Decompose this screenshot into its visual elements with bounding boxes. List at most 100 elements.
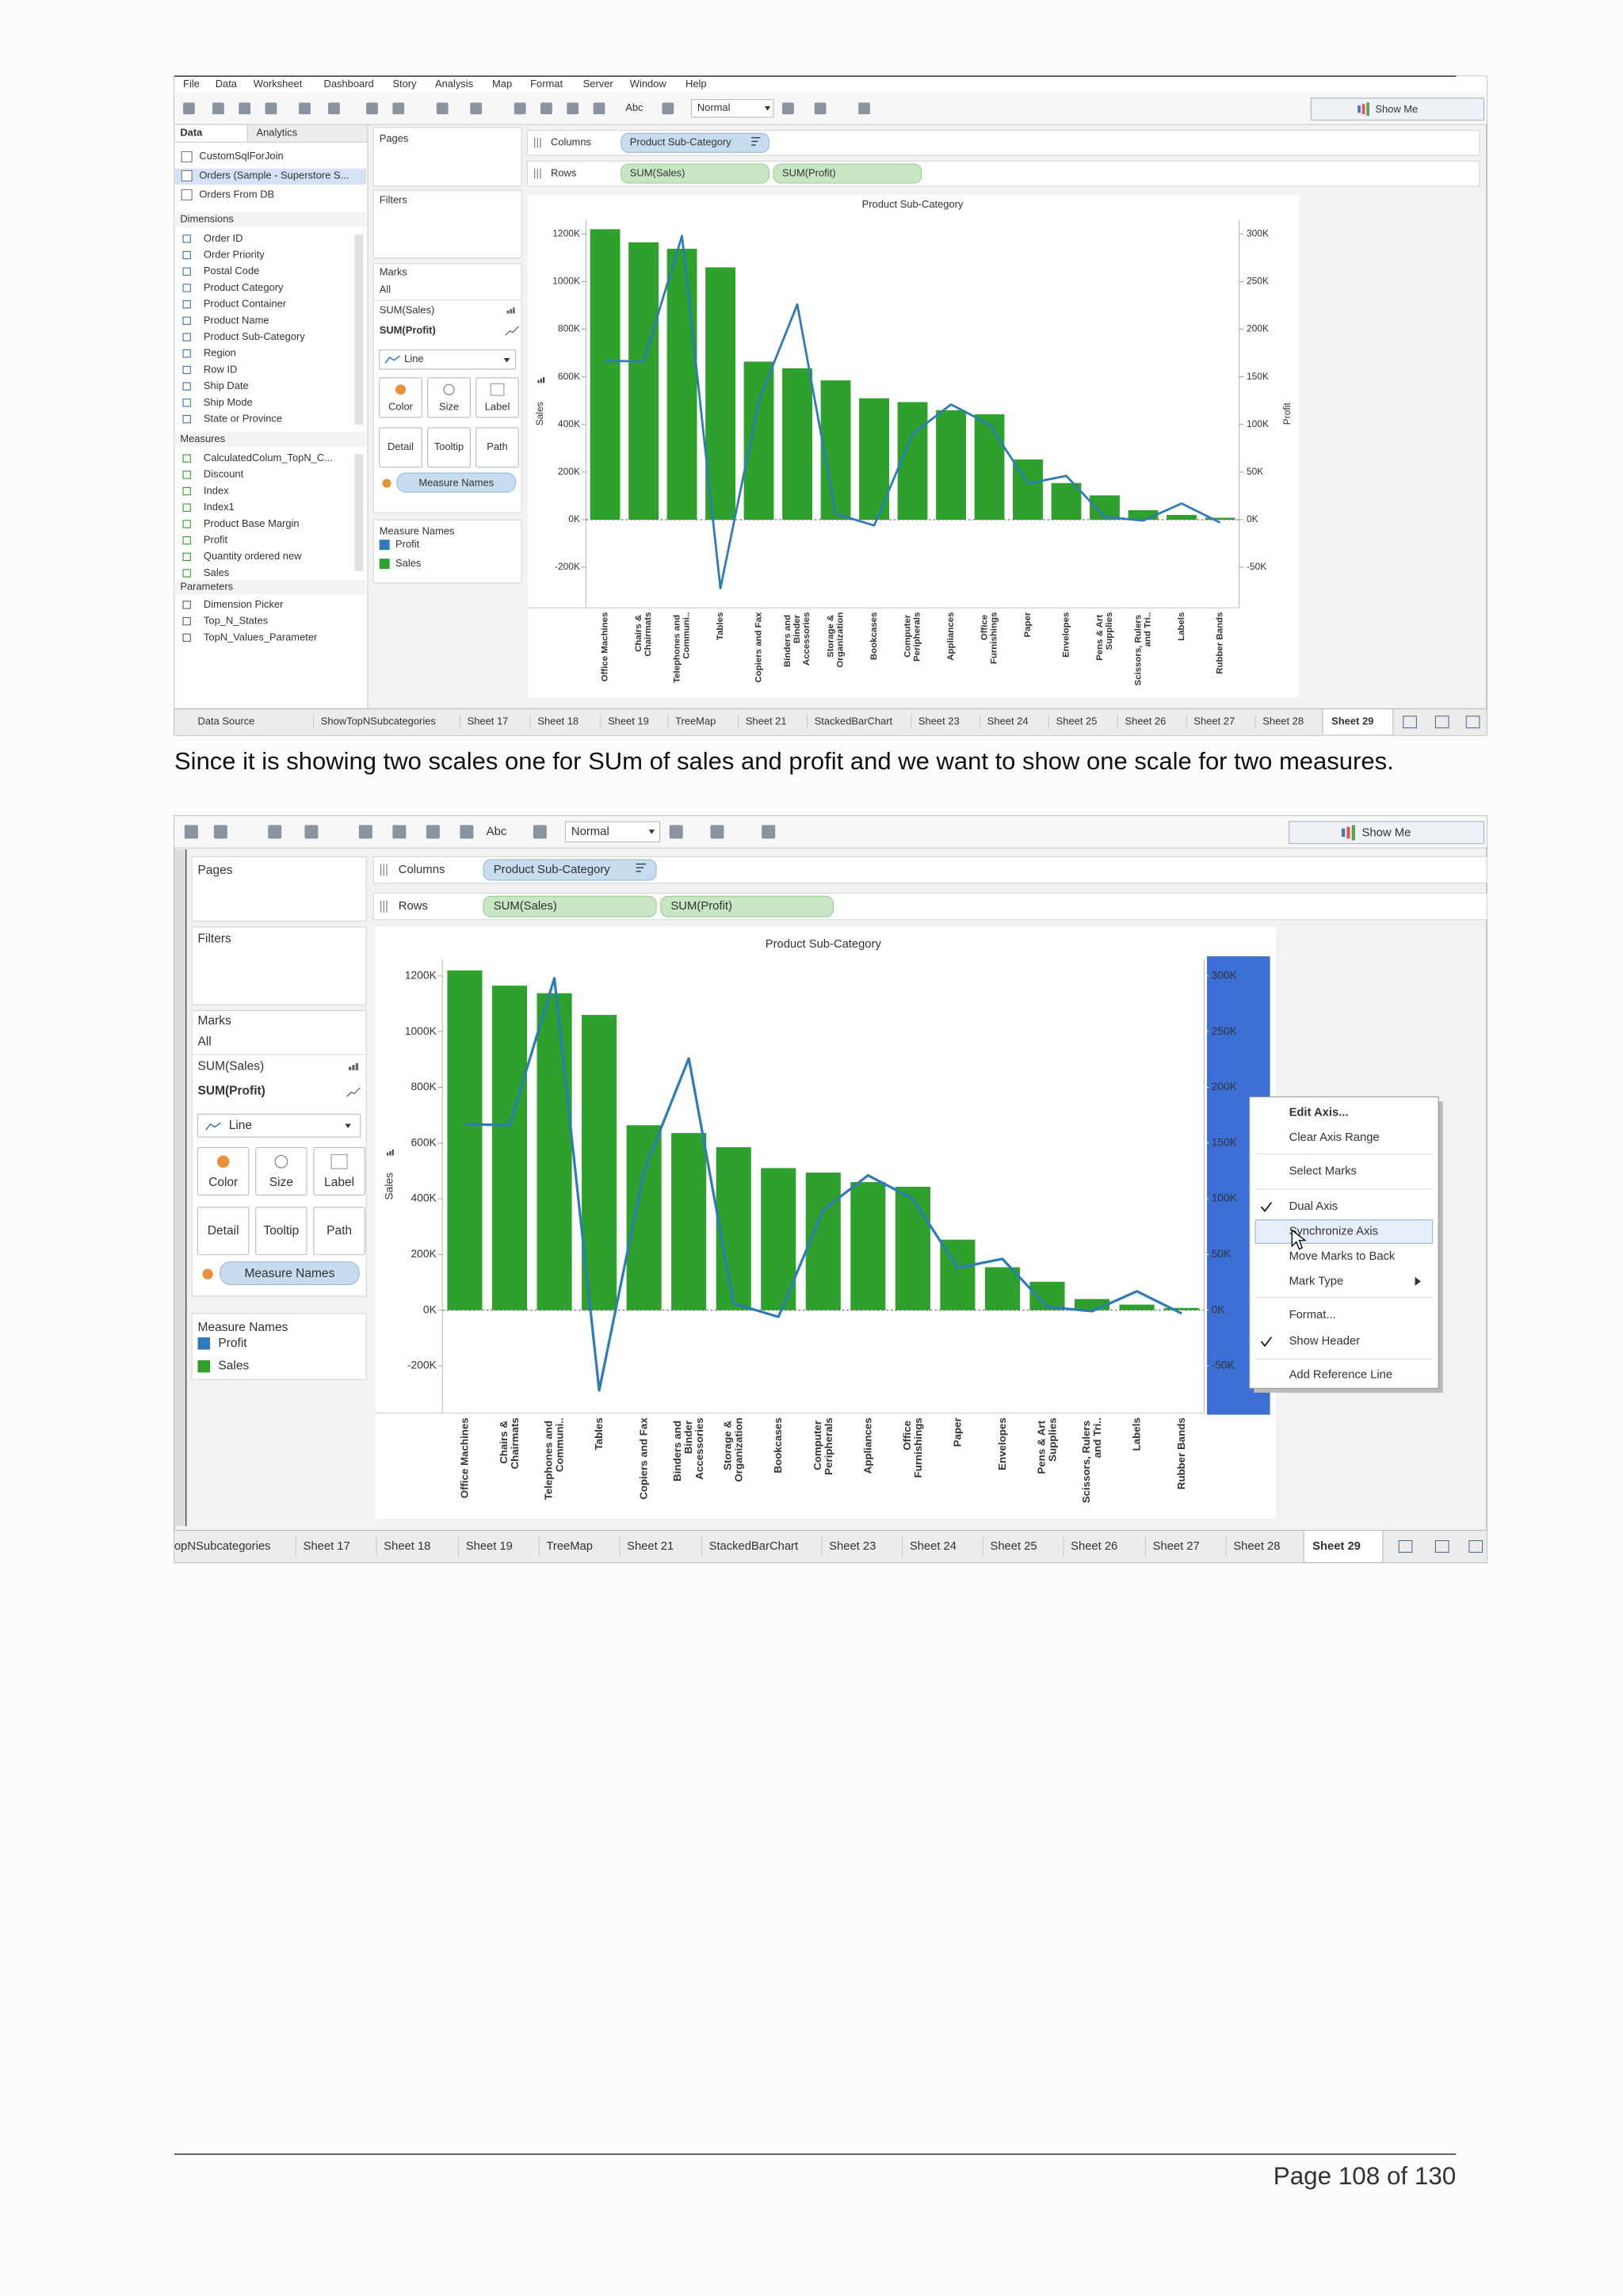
toolbar-icon[interactable] xyxy=(460,825,474,839)
toolbar-icon[interactable] xyxy=(540,102,552,115)
field[interactable]: Product Name xyxy=(204,314,269,326)
sheet-tab[interactable]: Sheet 26 xyxy=(1071,1540,1117,1553)
tab-icon[interactable] xyxy=(1465,715,1480,729)
active-tab[interactable] xyxy=(1303,1530,1384,1563)
sheet-tab[interactable]: Data Source xyxy=(198,715,255,727)
toolbar-label[interactable]: Abc xyxy=(625,101,643,113)
field[interactable]: CalculatedColum_TopN_C... xyxy=(204,452,333,463)
field[interactable]: Region xyxy=(204,347,236,359)
toolbar-icon[interactable] xyxy=(392,102,405,115)
menu-item[interactable]: Add Reference Line xyxy=(1289,1369,1393,1382)
mark-button[interactable] xyxy=(255,1146,307,1196)
connection[interactable]: CustomSqlForJoin xyxy=(199,150,283,162)
field[interactable]: Product Category xyxy=(204,281,284,293)
sheet-tab[interactable]: Sheet 23 xyxy=(918,715,960,727)
field[interactable]: Row ID xyxy=(204,363,237,375)
sheet-tab[interactable]: Sheet 29 xyxy=(1331,715,1373,727)
toolbar-icon[interactable] xyxy=(268,825,282,839)
connection[interactable]: Orders From DB xyxy=(199,188,274,200)
field-pill[interactable] xyxy=(396,472,517,493)
sheet-tab[interactable]: Sheet 27 xyxy=(1193,715,1235,727)
field[interactable]: Profit xyxy=(204,534,228,546)
marks-all[interactable]: All xyxy=(380,283,391,295)
tab-icon[interactable] xyxy=(1398,1539,1413,1553)
shelf-pill[interactable] xyxy=(773,163,922,184)
tab-icon[interactable] xyxy=(1434,715,1449,729)
sheet-tab[interactable]: Sheet 24 xyxy=(987,715,1029,727)
field[interactable]: State or Province xyxy=(204,412,282,424)
shelf-pill[interactable] xyxy=(621,132,769,153)
shelf-pill[interactable] xyxy=(621,163,769,184)
menu-item[interactable]: Mark Type xyxy=(1289,1275,1344,1287)
marks-measure[interactable]: SUM(Sales) xyxy=(198,1060,265,1074)
field[interactable]: Quantity ordered new xyxy=(204,550,302,562)
menu-item[interactable]: Data xyxy=(216,78,238,90)
mark-button[interactable] xyxy=(313,1207,365,1256)
tab-icon[interactable] xyxy=(1434,1539,1449,1553)
sheet-tab[interactable]: Sheet 19 xyxy=(466,1540,513,1553)
sheet-tab[interactable]: StackedBarChart xyxy=(815,715,893,727)
toolbar-icon[interactable] xyxy=(183,102,195,115)
menu-item[interactable]: Format xyxy=(530,78,563,90)
field[interactable]: Order Priority xyxy=(204,248,265,260)
toolbar-icon[interactable] xyxy=(436,102,449,115)
sheet-tab[interactable]: Sheet 26 xyxy=(1125,715,1167,727)
show-me-button[interactable] xyxy=(1310,97,1484,121)
field[interactable]: Ship Mode xyxy=(204,396,253,408)
toolbar-icon[interactable] xyxy=(299,102,311,115)
field[interactable]: Product Base Margin xyxy=(204,517,300,529)
toolbar-icon[interactable] xyxy=(212,102,224,115)
field[interactable]: TopN_Values_Parameter xyxy=(204,631,318,643)
menu-item[interactable]: Dual Axis xyxy=(1289,1200,1338,1213)
mark-button[interactable] xyxy=(197,1146,250,1196)
menu-highlight[interactable] xyxy=(1254,1219,1434,1244)
sheet-tab[interactable]: Sheet 29 xyxy=(1312,1540,1361,1553)
marks-measure[interactable]: SUM(Profit) xyxy=(380,324,436,336)
legend-label[interactable]: Sales xyxy=(218,1360,249,1373)
sheet-tab[interactable]: Sheet 28 xyxy=(1262,715,1304,727)
field[interactable]: Sales xyxy=(204,566,229,578)
sheet-tab[interactable]: Sheet 24 xyxy=(910,1540,957,1553)
field[interactable]: Product Sub-Category xyxy=(204,330,305,342)
shelf-pill[interactable] xyxy=(483,895,657,917)
field[interactable]: Index xyxy=(204,484,229,496)
fit-dropdown[interactable] xyxy=(690,99,774,118)
field[interactable]: Top_N_States xyxy=(204,615,268,627)
toolbar-icon[interactable] xyxy=(710,825,724,839)
mark-button[interactable] xyxy=(379,377,422,418)
mark-button[interactable] xyxy=(255,1207,307,1256)
sheet-tab[interactable]: ShowTopNSubcategories xyxy=(321,715,436,727)
sheet-tab[interactable]: Sheet 18 xyxy=(537,715,579,727)
show-me-button[interactable] xyxy=(1289,821,1484,845)
menu-item[interactable]: Edit Axis... xyxy=(1289,1107,1349,1119)
menu-item[interactable]: Window xyxy=(630,78,667,90)
toolbar-icon[interactable] xyxy=(567,102,579,115)
sheet-tab[interactable]: TreeMap xyxy=(675,715,716,727)
mark-button[interactable] xyxy=(475,427,519,468)
toolbar-icon[interactable] xyxy=(533,825,547,839)
mark-button[interactable] xyxy=(197,1207,250,1256)
menu-item[interactable]: Worksheet xyxy=(254,78,303,90)
mark-button[interactable] xyxy=(475,377,519,418)
toolbar-icon[interactable] xyxy=(392,825,407,839)
data-tab-label[interactable]: Data xyxy=(180,127,203,139)
sheet-tab[interactable]: Sheet 18 xyxy=(384,1540,430,1553)
mark-button[interactable] xyxy=(427,427,471,468)
field[interactable]: Postal Code xyxy=(204,265,259,277)
data-tab-label[interactable]: Analytics xyxy=(256,127,297,139)
field[interactable]: Discount xyxy=(204,468,244,480)
sheet-tab[interactable]: Sheet 17 xyxy=(304,1540,350,1553)
toolbar-icon[interactable] xyxy=(470,102,483,115)
mark-button[interactable] xyxy=(427,377,471,418)
tab-icon[interactable] xyxy=(1403,715,1417,729)
sheet-tab[interactable]: Sheet 17 xyxy=(468,715,509,727)
toolbar-icon[interactable] xyxy=(814,102,827,115)
toolbar-icon[interactable] xyxy=(366,102,378,115)
sheet-tab[interactable]: Sheet 25 xyxy=(1056,715,1098,727)
menu-item[interactable]: Analysis xyxy=(435,78,473,90)
menu-item[interactable]: Select Marks xyxy=(1289,1165,1357,1178)
marks-measure[interactable]: SUM(Profit) xyxy=(198,1085,265,1098)
sheet-tab[interactable]: Sheet 27 xyxy=(1153,1540,1200,1553)
menu-item[interactable]: Help xyxy=(685,78,707,90)
menu-item[interactable]: File xyxy=(183,78,200,90)
